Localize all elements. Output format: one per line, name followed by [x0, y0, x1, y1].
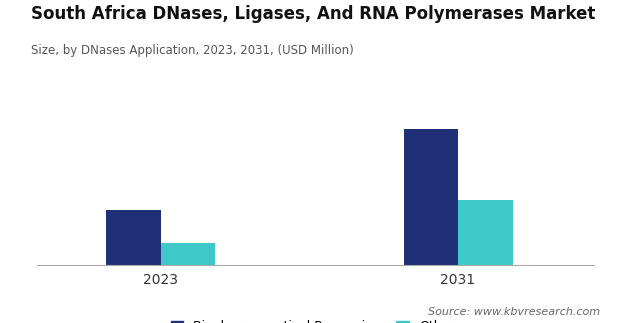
Bar — [458, 200, 513, 265]
Legend: Biopharmaceutical Processing, Others: Biopharmaceutical Processing, Others — [167, 316, 464, 323]
Text: Size, by DNases Application, 2023, 2031, (USD Million): Size, by DNases Application, 2023, 2031,… — [31, 44, 353, 57]
Text: South Africa DNases, Ligases, And RNA Polymerases Market: South Africa DNases, Ligases, And RNA Po… — [31, 5, 595, 23]
Text: Source: www.kbvresearch.com: Source: www.kbvresearch.com — [428, 307, 600, 317]
Bar — [106, 211, 161, 265]
Bar — [404, 129, 458, 265]
Bar — [161, 243, 215, 265]
